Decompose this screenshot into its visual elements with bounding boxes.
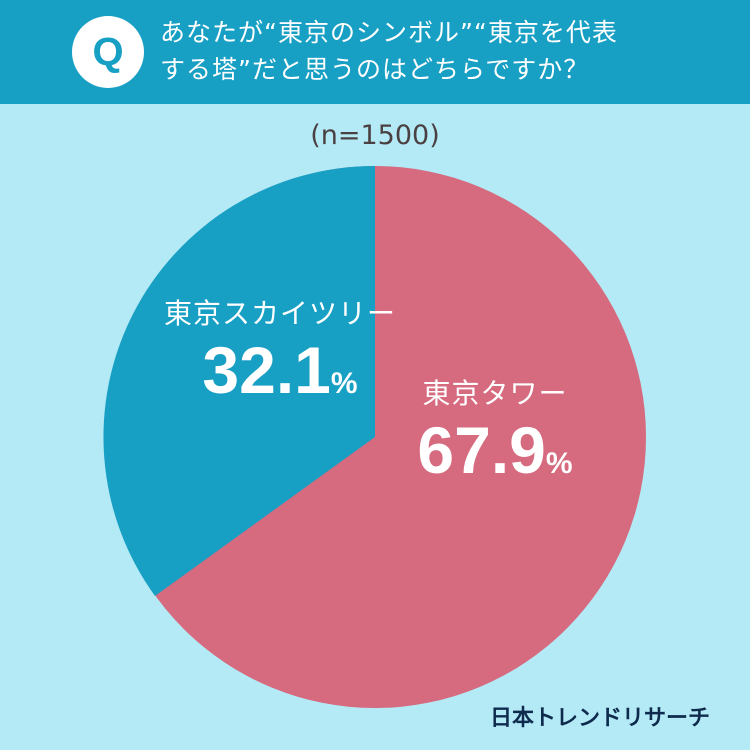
slice-tokyo-skytree [103,165,376,596]
question-text: あなたが“東京のシンボル”“東京を代表 する塔”だと思うのはどちらですか？ [160,14,740,88]
sample-size: (n=1500) [310,120,440,151]
label-tokyo-tower: 東京タワー 67.9% [400,376,590,502]
label-skytree: 東京スカイツリー 32.1% [160,296,400,422]
question-line-1: あなたが“東京のシンボル”“東京を代表 [160,18,618,47]
question-line-2: する塔”だと思うのはどちらですか？ [160,55,590,84]
tower-value: 67.9% [417,413,573,487]
q-badge-icon: Q [72,16,144,88]
tower-name: 東京タワー [422,377,568,410]
skytree-name: 東京スカイツリー [163,297,396,330]
question-header: Q あなたが“東京のシンボル”“東京を代表 する塔”だと思うのはどちらですか？ [0,0,750,104]
brand-logo: 日本トレンドリサーチ [489,706,710,731]
skytree-value: 32.1% [202,333,358,407]
